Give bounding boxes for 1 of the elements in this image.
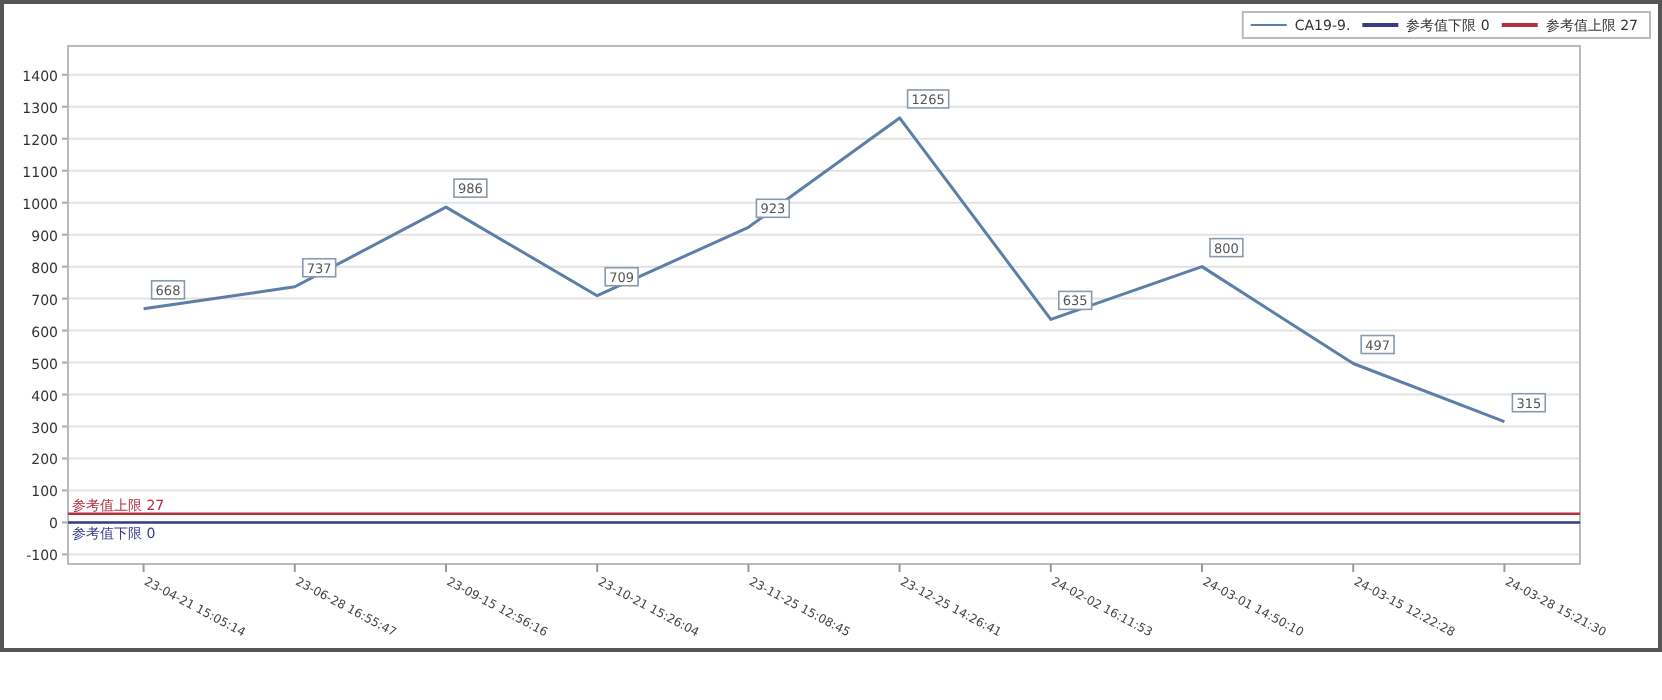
line-series [142, 116, 1506, 424]
